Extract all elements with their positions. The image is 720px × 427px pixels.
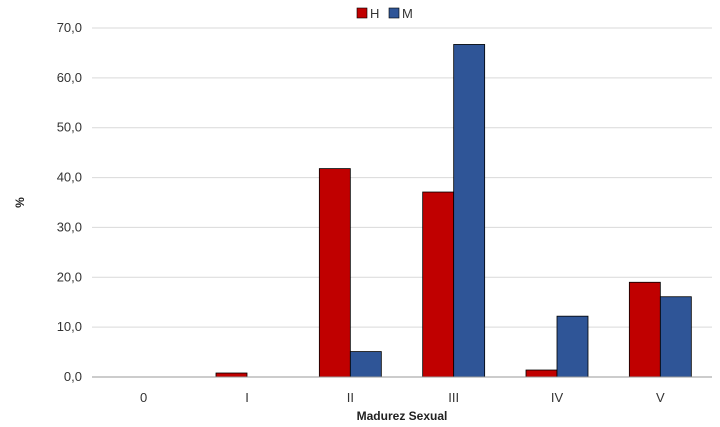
y-tick-label: 50,0 [57,120,82,135]
x-tick-label: 0 [140,390,147,405]
legend-swatch-m [388,7,400,19]
bar-h [422,191,455,378]
x-tick-label: II [347,390,354,405]
y-axis-title: % [13,197,27,208]
y-axis-ticks: 0,0 10,0 20,0 30,0 40,0 50,0 60,0 70,0 [57,20,82,384]
bar-h [525,369,558,378]
bars [215,44,692,378]
y-tick-label: 0,0 [64,369,82,384]
y-tick-label: 60,0 [57,70,82,85]
y-tick-label: 40,0 [57,170,82,185]
bar-h [318,168,351,378]
x-tick-label: I [245,390,249,405]
x-tick-label: IV [551,390,564,405]
bar-m [659,296,692,378]
x-axis-title: Madurez Sexual [357,409,448,423]
y-tick-label: 70,0 [57,20,82,35]
x-tick-label: V [656,390,665,405]
bar-h [628,281,661,378]
legend-label-h: H [370,6,379,21]
x-tick-label: III [448,390,459,405]
legend-swatch-h [356,7,368,19]
bar-h [215,372,248,378]
y-tick-label: 10,0 [57,319,82,334]
bar-m [349,351,382,378]
bar-m [453,44,486,378]
bar-m [556,315,589,378]
legend-label-m: M [402,6,413,21]
gridlines [92,27,712,328]
y-tick-label: 30,0 [57,219,82,234]
y-tick-label: 20,0 [57,269,82,284]
x-axis-ticks: 0 I II III IV V [140,390,665,405]
